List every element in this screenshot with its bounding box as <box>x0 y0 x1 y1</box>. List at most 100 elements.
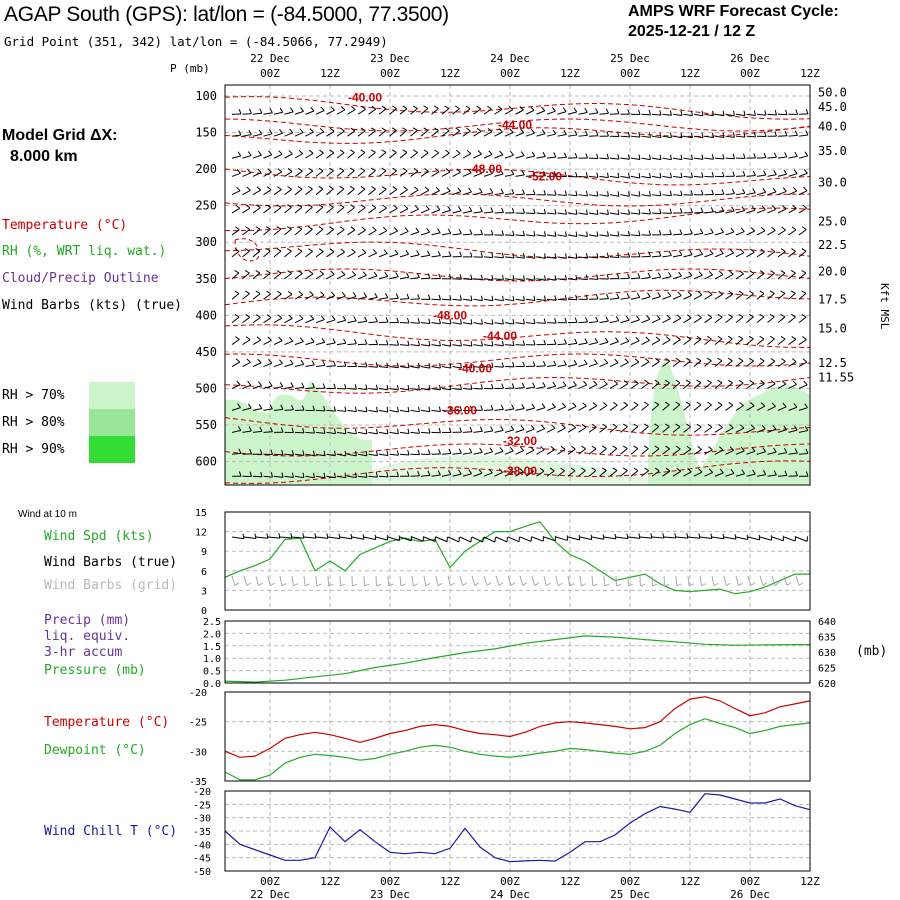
wind-barb <box>504 193 514 196</box>
wind-barb <box>315 152 324 159</box>
wind-barb <box>305 294 314 300</box>
wind-barb <box>265 270 271 274</box>
wind-barb <box>318 204 324 208</box>
wind-barb <box>326 409 336 412</box>
wind-barb <box>252 207 261 214</box>
grid-wind-barb <box>676 583 682 587</box>
wind-barb <box>609 362 619 367</box>
wind-barb <box>441 453 452 455</box>
wind-barb <box>546 364 556 368</box>
wind-barb <box>725 193 735 196</box>
wind-barb <box>494 108 503 115</box>
wind-barb <box>360 149 366 153</box>
wind-barb <box>651 382 660 389</box>
wind-barb <box>679 229 683 235</box>
wind-barb <box>473 430 483 433</box>
wind-barb <box>286 204 292 208</box>
wind-barb <box>659 132 662 138</box>
wind-barb <box>553 171 557 177</box>
wind-barb <box>686 314 692 319</box>
wind-barb <box>654 423 660 428</box>
wind-barb <box>714 274 724 280</box>
surface-wind-barb <box>326 533 329 539</box>
wind-barb <box>662 382 670 389</box>
wind-barb <box>554 253 557 259</box>
wind-barb <box>659 208 662 214</box>
wind-barb <box>601 445 607 450</box>
wind-barb <box>728 290 734 295</box>
wind-barb <box>718 290 723 295</box>
wind-barb <box>270 449 273 455</box>
height-tick-label: 15.0 <box>818 322 847 336</box>
wind-barb <box>669 190 672 196</box>
surface-wind-barb <box>639 536 652 539</box>
time-tick-label-bottom: 00Z <box>740 875 760 888</box>
wind-barb <box>399 344 410 346</box>
wind-barb <box>437 470 441 476</box>
wind-barb <box>735 252 745 258</box>
wind-barb <box>478 187 483 193</box>
wind-barb <box>746 405 755 411</box>
wind-barb <box>418 362 420 369</box>
wind-barb <box>370 167 376 172</box>
wind-barb <box>760 402 766 407</box>
wind-barb <box>355 450 357 456</box>
wind-barb <box>252 189 261 196</box>
wind-barb <box>591 467 597 471</box>
wind-barb <box>614 358 619 364</box>
isotherm-contour <box>224 376 811 394</box>
grid-wind-barb <box>699 575 703 586</box>
wind-barb <box>777 406 787 411</box>
wind-barb <box>336 229 345 236</box>
surface-wind-barb <box>531 536 544 542</box>
wind-barb <box>609 404 618 411</box>
wind-barb <box>249 108 252 114</box>
wind-barb <box>532 189 536 195</box>
surface-wind-barb <box>338 533 341 539</box>
wind-barb <box>483 322 493 325</box>
wind-barb <box>301 382 305 388</box>
wind-barb <box>347 343 357 346</box>
wind-barb <box>305 152 314 159</box>
wind-barb <box>662 255 672 258</box>
chill-tick-label: -50 <box>193 867 211 878</box>
wind-barb <box>750 227 756 232</box>
wind-barb <box>599 175 609 179</box>
wind-barb <box>659 172 662 179</box>
wind-barb <box>231 430 241 433</box>
wind-barb <box>480 362 483 368</box>
wind-barb <box>560 467 565 472</box>
wind-barb <box>315 110 325 115</box>
wind-barb <box>420 171 429 177</box>
legend-cloud: Cloud/Precip Outline <box>2 271 159 286</box>
wind-barb <box>477 150 482 155</box>
wind-barb <box>436 205 441 211</box>
wind-barb <box>683 471 692 477</box>
wind-barb <box>378 275 388 280</box>
wind-barb <box>563 360 567 366</box>
grid-wind-barb <box>246 582 252 587</box>
wind-barb <box>704 382 712 389</box>
wind-barb <box>357 170 366 177</box>
wind-barb <box>588 175 598 178</box>
wind-barb <box>704 426 713 433</box>
wind-barb <box>266 186 272 191</box>
wind-barb <box>546 449 555 455</box>
wind-barb <box>804 151 809 157</box>
surface-wind-barb <box>651 536 664 539</box>
wind-barb <box>756 251 765 258</box>
wind-barb <box>759 290 765 295</box>
wind-barb <box>525 109 535 115</box>
wind-barb <box>560 445 566 450</box>
time-tick-label-bottom: 12Z <box>800 875 820 888</box>
wind-barb <box>473 108 482 115</box>
wind-barb <box>567 111 577 115</box>
wind-barb <box>347 188 355 196</box>
grid-wind-barb <box>462 582 468 587</box>
wind-barb <box>399 453 410 456</box>
wind-barb <box>746 251 755 258</box>
wind-barb <box>491 319 494 325</box>
wind-barb <box>550 445 555 450</box>
wind-barb <box>536 110 545 115</box>
wind-barb <box>609 194 619 197</box>
